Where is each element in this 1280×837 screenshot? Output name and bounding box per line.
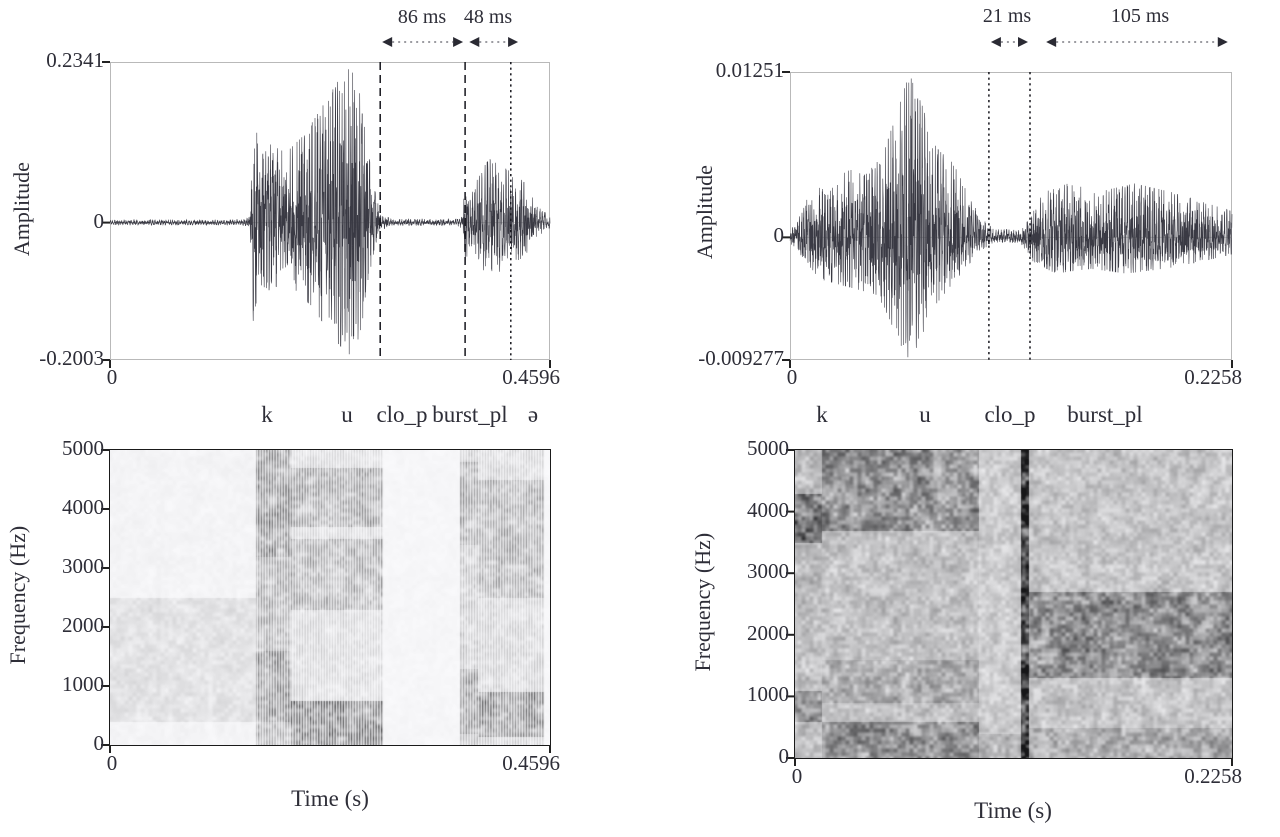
y-tick-label: -0.009277 <box>698 346 784 370</box>
waveform-plot-right <box>782 37 1233 368</box>
x-tick-label: 0.2258 <box>1184 365 1242 389</box>
x-tick-label: 0 <box>106 365 118 389</box>
segment-label: u <box>341 402 353 427</box>
y-tick-label: 4000 <box>747 498 789 522</box>
duration-label: 48 ms <box>463 6 513 28</box>
y-axis-title: Amplitude <box>691 165 717 260</box>
segment-label: k <box>261 402 273 427</box>
segment-label: burst_pl <box>1067 402 1143 427</box>
segment-label: clo_p <box>984 402 1036 427</box>
y-tick-label: 2000 <box>62 613 104 637</box>
segment-label: k <box>816 402 828 427</box>
x-tick-label: 0.4596 <box>502 365 560 389</box>
y-tick-label: 0 <box>778 744 790 768</box>
x-tick-label: 0 <box>106 751 118 775</box>
y-tick-label: 0.2341 <box>46 48 104 72</box>
y-tick-label: 0 <box>773 223 785 247</box>
x-axis-title: Time (s) <box>974 798 1052 823</box>
y-tick-label: 1000 <box>747 682 789 706</box>
x-tick-label: 0 <box>786 365 798 389</box>
y-tick-label: 0 <box>93 209 105 233</box>
waveform-plot-left <box>102 37 551 368</box>
y-tick-label: 1000 <box>62 672 104 696</box>
y-tick-label: 0.01251 <box>715 58 784 82</box>
duration-label: 21 ms <box>982 5 1032 27</box>
x-tick-label: 0.4596 <box>502 751 560 775</box>
y-tick-label: 5000 <box>62 436 104 460</box>
x-tick-label: 0 <box>791 764 803 788</box>
y-tick-label: 3000 <box>62 554 104 578</box>
y-axis-title: Frequency (Hz) <box>689 532 715 672</box>
x-tick-label: 0.2258 <box>1184 764 1242 788</box>
y-tick-label: -0.2003 <box>39 346 104 370</box>
segment-label: clo_p <box>376 402 428 427</box>
spectrogram-plot-right <box>794 449 1233 759</box>
y-tick-label: 3000 <box>747 559 789 583</box>
y-tick-label: 5000 <box>747 436 789 460</box>
segment-label: burst_pl <box>432 402 508 427</box>
segment-label: ə <box>527 402 539 427</box>
spectrogram-plot-left <box>109 449 551 746</box>
duration-label: 86 ms <box>397 6 447 28</box>
y-tick-label: 0 <box>93 731 105 755</box>
duration-label: 105 ms <box>1110 5 1170 27</box>
x-axis-title: Time (s) <box>291 786 369 811</box>
y-tick-label: 2000 <box>747 621 789 645</box>
y-axis-title: Amplitude <box>8 162 34 257</box>
y-tick-label: 4000 <box>62 495 104 519</box>
segment-label: u <box>919 402 931 427</box>
y-axis-title: Frequency (Hz) <box>4 525 30 665</box>
